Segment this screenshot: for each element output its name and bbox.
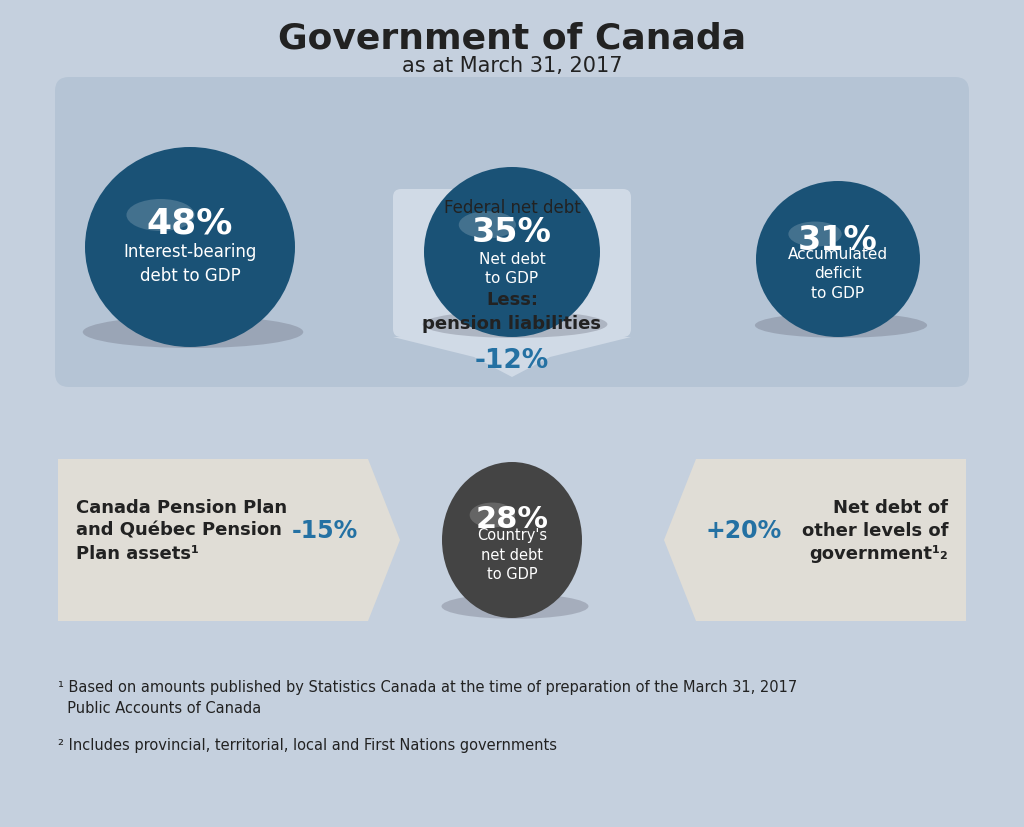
Text: Net debt of
other levels of
government¹₂: Net debt of other levels of government¹₂ <box>802 499 948 562</box>
Polygon shape <box>664 460 966 621</box>
Text: 31%: 31% <box>798 223 878 256</box>
Text: Canada Pension Plan
and Québec Pension
Plan assets¹: Canada Pension Plan and Québec Pension P… <box>76 499 287 562</box>
Text: +20%: +20% <box>706 519 782 543</box>
Text: Federal net debt: Federal net debt <box>443 198 581 217</box>
FancyBboxPatch shape <box>393 189 631 337</box>
Text: 48%: 48% <box>146 207 233 241</box>
Ellipse shape <box>424 168 600 337</box>
Text: Government of Canada: Government of Canada <box>278 21 746 55</box>
Ellipse shape <box>755 313 927 338</box>
Ellipse shape <box>83 317 303 348</box>
Text: ² Includes provincial, territorial, local and First Nations governments: ² Includes provincial, territorial, loca… <box>58 737 557 752</box>
FancyBboxPatch shape <box>55 78 969 388</box>
Text: as at March 31, 2017: as at March 31, 2017 <box>401 56 623 76</box>
Ellipse shape <box>459 212 516 239</box>
Ellipse shape <box>127 200 195 232</box>
Text: -15%: -15% <box>292 519 358 543</box>
Text: Net debt
to GDP: Net debt to GDP <box>478 251 546 286</box>
Text: Country's
net debt
to GDP: Country's net debt to GDP <box>477 528 547 581</box>
Ellipse shape <box>441 594 589 619</box>
Ellipse shape <box>85 148 295 347</box>
Polygon shape <box>58 460 400 621</box>
Text: -12%: -12% <box>475 347 549 374</box>
Ellipse shape <box>442 462 582 619</box>
Text: 35%: 35% <box>472 216 552 249</box>
Polygon shape <box>393 337 631 378</box>
Text: ¹ Based on amounts published by Statistics Canada at the time of preparation of : ¹ Based on amounts published by Statisti… <box>58 679 798 715</box>
Ellipse shape <box>423 311 607 338</box>
Ellipse shape <box>756 182 920 337</box>
Ellipse shape <box>470 503 515 528</box>
Text: Interest-bearing
debt to GDP: Interest-bearing debt to GDP <box>123 243 257 284</box>
Text: 28%: 28% <box>475 504 549 533</box>
Text: Less:
pension liabilities: Less: pension liabilities <box>423 291 601 332</box>
Ellipse shape <box>788 222 842 247</box>
Text: Accumulated
deficit
to GDP: Accumulated deficit to GDP <box>787 246 888 301</box>
